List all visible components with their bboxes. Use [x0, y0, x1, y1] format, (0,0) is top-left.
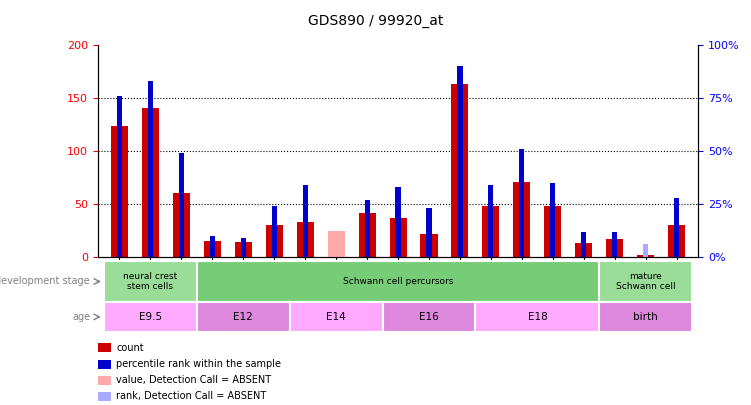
Bar: [179, 153, 184, 257]
Bar: [581, 232, 587, 257]
Bar: [488, 185, 493, 257]
Bar: [457, 66, 463, 257]
Bar: [544, 206, 562, 257]
Bar: [520, 149, 524, 257]
Text: E18: E18: [527, 312, 547, 322]
Bar: [234, 242, 252, 257]
Bar: [173, 194, 190, 257]
Bar: [240, 238, 246, 257]
Text: percentile rank within the sample: percentile rank within the sample: [116, 359, 282, 369]
Bar: [290, 302, 382, 332]
Bar: [111, 126, 128, 257]
Bar: [266, 225, 282, 257]
Bar: [197, 302, 290, 332]
Bar: [599, 261, 692, 302]
Bar: [210, 236, 215, 257]
Text: Schwann cell percursors: Schwann cell percursors: [343, 277, 453, 286]
Text: rank, Detection Call = ABSENT: rank, Detection Call = ABSENT: [116, 392, 267, 401]
Bar: [674, 198, 680, 257]
Bar: [599, 302, 692, 332]
Bar: [303, 185, 308, 257]
Bar: [204, 241, 221, 257]
Bar: [364, 200, 369, 257]
Bar: [390, 218, 406, 257]
Bar: [668, 225, 685, 257]
Text: E12: E12: [234, 312, 253, 322]
Bar: [358, 213, 376, 257]
Bar: [104, 261, 197, 302]
Bar: [575, 243, 593, 257]
Bar: [482, 206, 499, 257]
Bar: [142, 108, 158, 257]
Text: birth: birth: [633, 312, 658, 322]
Bar: [550, 183, 556, 257]
Text: E9.5: E9.5: [139, 312, 161, 322]
Bar: [638, 255, 654, 257]
Text: count: count: [116, 343, 144, 353]
Bar: [297, 222, 314, 257]
Bar: [421, 234, 438, 257]
Text: development stage: development stage: [0, 277, 90, 286]
Bar: [104, 302, 197, 332]
Bar: [612, 232, 617, 257]
Bar: [643, 244, 648, 257]
Bar: [606, 239, 623, 257]
Text: neural crest
stem cells: neural crest stem cells: [123, 272, 177, 291]
Bar: [148, 81, 153, 257]
Bar: [116, 96, 122, 257]
Bar: [272, 206, 276, 257]
Text: age: age: [72, 312, 90, 322]
Text: mature
Schwann cell: mature Schwann cell: [616, 272, 676, 291]
Bar: [396, 187, 400, 257]
Bar: [327, 230, 345, 257]
Bar: [197, 261, 599, 302]
Text: value, Detection Call = ABSENT: value, Detection Call = ABSENT: [116, 375, 272, 385]
Bar: [427, 208, 432, 257]
Text: GDS890 / 99920_at: GDS890 / 99920_at: [308, 14, 443, 28]
Bar: [514, 182, 530, 257]
Text: E16: E16: [419, 312, 439, 322]
Bar: [451, 84, 469, 257]
Bar: [475, 302, 599, 332]
Text: E14: E14: [326, 312, 346, 322]
Bar: [382, 302, 475, 332]
